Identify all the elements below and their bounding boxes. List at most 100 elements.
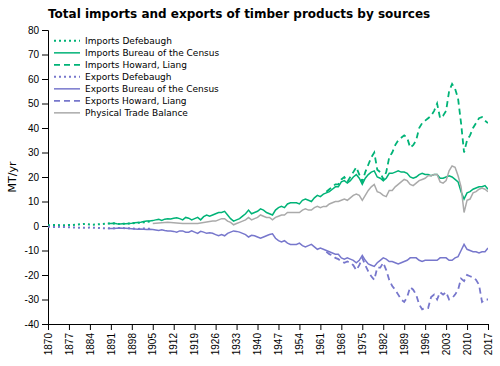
y-axis-line	[42, 31, 49, 325]
y-tick-label: 20	[28, 172, 40, 183]
y-axis: -40-30-20-1001020304050607080	[25, 25, 49, 330]
x-tick-mark	[278, 324, 279, 330]
series-line	[108, 171, 488, 224]
x-tick: 1898	[127, 324, 138, 355]
y-tick-mark	[42, 251, 48, 252]
x-tick-label: 1975	[357, 333, 368, 356]
x-axis-line	[49, 325, 489, 331]
x-tick-label: 1884	[85, 333, 96, 356]
x-tick: 2003	[441, 324, 452, 355]
y-tick: 60	[28, 74, 48, 85]
x-tick-mark	[404, 324, 405, 330]
x-tick: 1912	[168, 324, 179, 355]
y-tick: 0	[33, 221, 48, 232]
legend-label: Imports Defebaugh	[85, 36, 172, 46]
x-tick-label: 1898	[127, 333, 138, 356]
legend-item: Exports Bureau of the Census	[54, 84, 219, 94]
x-tick-label: 2010	[462, 333, 473, 356]
x-tick-label: 1968	[336, 333, 347, 356]
y-tick: 20	[28, 172, 48, 183]
x-tick-label: 1961	[315, 333, 326, 356]
chart: 1870187718841891189819051912191919261933…	[0, 0, 500, 366]
x-tick-label: 2017	[483, 333, 494, 356]
x-tick: 2010	[462, 324, 473, 355]
y-tick-mark	[42, 153, 48, 154]
x-tick: 2017	[483, 324, 494, 355]
y-tick-label: -10	[25, 245, 40, 256]
y-tick-label: 40	[28, 123, 40, 134]
x-axis: 1870187718841891189819051912191919261933…	[43, 324, 494, 355]
x-tick-mark	[446, 324, 447, 330]
y-tick-mark	[42, 324, 48, 325]
legend-item: Imports Bureau of the Census	[54, 48, 220, 58]
legend-swatch	[54, 100, 80, 102]
y-tick-mark	[42, 275, 48, 276]
y-tick-label: 0	[33, 221, 39, 232]
x-tick-label: 1933	[231, 333, 242, 356]
x-tick-label: 1912	[168, 333, 179, 356]
y-tick-mark	[42, 128, 48, 129]
y-tick-mark	[42, 226, 48, 227]
x-tick-label: 1877	[64, 333, 75, 356]
y-tick: -10	[25, 245, 48, 256]
legend-item: Exports Howard, Liang	[54, 96, 187, 106]
x-tick-label: 1982	[378, 333, 389, 356]
x-tick-label: 1919	[189, 333, 200, 356]
x-tick: 1947	[273, 324, 284, 355]
legend-swatch	[54, 40, 80, 42]
legend-item: Physical Trade Balance	[54, 108, 188, 118]
y-tick: -20	[25, 270, 48, 281]
series-line	[326, 252, 488, 310]
x-tick-label: 1996	[420, 333, 431, 356]
x-tick-mark	[195, 324, 196, 330]
y-tick-label: 10	[28, 196, 40, 207]
y-tick: 80	[28, 25, 48, 36]
legend-swatch	[54, 88, 80, 90]
y-tick-label: -20	[25, 270, 40, 281]
x-tick-mark	[69, 324, 70, 330]
x-tick-label: 1905	[147, 333, 158, 356]
x-tick: 1884	[85, 324, 96, 355]
legend-label: Exports Howard, Liang	[85, 96, 187, 106]
y-tick: 30	[28, 147, 48, 158]
x-tick: 1919	[189, 324, 200, 355]
x-tick-mark	[341, 324, 342, 330]
x-tick-mark	[488, 324, 489, 330]
plot: 1870187718841891189819051912191919261933…	[25, 25, 494, 356]
x-tick-mark	[299, 324, 300, 330]
x-tick-label: 1954	[294, 333, 305, 356]
legend: Imports Defebaugh Imports Bureau of the C…	[54, 36, 220, 118]
x-tick: 1982	[378, 324, 389, 355]
x-tick-mark	[153, 324, 154, 330]
x-tick: 1996	[420, 324, 431, 355]
y-tick-mark	[42, 79, 48, 80]
legend-label: Physical Trade Balance	[85, 108, 188, 118]
x-tick: 1961	[315, 324, 326, 355]
x-tick-mark	[237, 324, 238, 330]
x-tick: 1933	[231, 324, 242, 355]
y-tick-label: 30	[28, 147, 40, 158]
x-tick-mark	[320, 324, 321, 330]
series-line	[326, 84, 488, 192]
legend-label: Exports Bureau of the Census	[85, 84, 219, 94]
x-tick: 1968	[336, 324, 347, 355]
legend-item: Imports Defebaugh	[54, 36, 172, 46]
x-tick-mark	[90, 324, 91, 330]
legend-swatch	[54, 52, 80, 54]
x-tick: 1940	[252, 324, 263, 355]
y-tick-mark	[42, 55, 48, 56]
y-tick-mark	[42, 104, 48, 105]
y-tick: 10	[28, 196, 48, 207]
y-tick-mark	[42, 202, 48, 203]
x-tick: 1877	[64, 324, 75, 355]
legend-label: Imports Howard, Liang	[85, 60, 187, 70]
y-tick: 50	[28, 98, 48, 109]
legend-item: Imports Howard, Liang	[54, 60, 187, 70]
x-tick-label: 1926	[210, 333, 221, 356]
x-tick-label: 1947	[273, 333, 284, 356]
y-tick: -30	[25, 294, 48, 305]
title: Total imports and exports of timber prod…	[48, 7, 430, 21]
y-tick: 40	[28, 123, 48, 134]
x-tick: 1870	[43, 324, 54, 355]
y-tick-label: -30	[25, 294, 40, 305]
